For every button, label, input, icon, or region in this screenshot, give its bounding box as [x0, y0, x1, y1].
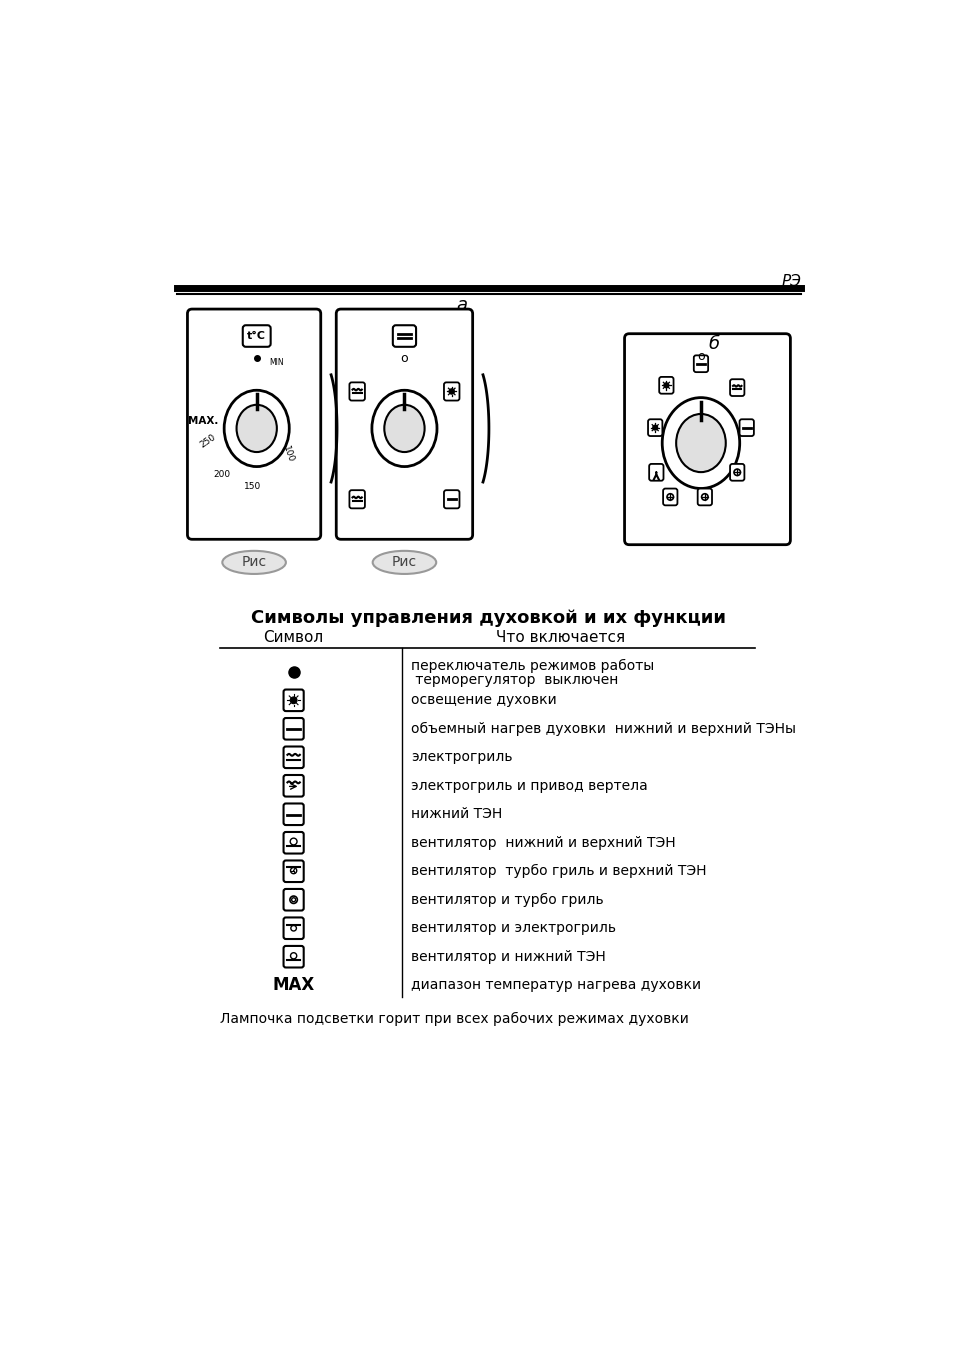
Text: вентилятор и нижний ТЭН: вентилятор и нижний ТЭН — [411, 949, 605, 964]
FancyBboxPatch shape — [693, 355, 707, 373]
FancyBboxPatch shape — [729, 379, 743, 396]
Text: освещение духовки: освещение духовки — [411, 694, 557, 707]
Circle shape — [449, 389, 454, 394]
FancyBboxPatch shape — [283, 918, 303, 940]
Text: переключатель режимов работы: переключатель режимов работы — [411, 659, 654, 674]
Text: вентилятор  турбо гриль и верхний ТЭН: вентилятор турбо гриль и верхний ТЭН — [411, 864, 706, 879]
Text: вентилятор и турбо гриль: вентилятор и турбо гриль — [411, 892, 603, 907]
Text: электрогриль: электрогриль — [411, 751, 513, 764]
Text: 100: 100 — [281, 446, 295, 464]
Ellipse shape — [372, 390, 436, 467]
Text: MAX.: MAX. — [188, 416, 218, 425]
Text: объемный нагрев духовки  нижний и верхний ТЭНы: объемный нагрев духовки нижний и верхний… — [411, 722, 796, 736]
Text: электрогриль и привод вертела: электрогриль и привод вертела — [411, 779, 647, 792]
Ellipse shape — [222, 551, 286, 574]
FancyBboxPatch shape — [283, 803, 303, 825]
Circle shape — [652, 425, 657, 431]
FancyBboxPatch shape — [349, 382, 365, 401]
FancyBboxPatch shape — [187, 309, 320, 539]
FancyBboxPatch shape — [648, 464, 662, 481]
FancyBboxPatch shape — [443, 490, 459, 509]
FancyBboxPatch shape — [283, 747, 303, 768]
Text: нижний ТЭН: нижний ТЭН — [411, 807, 502, 821]
FancyBboxPatch shape — [283, 690, 303, 711]
FancyBboxPatch shape — [393, 325, 416, 347]
Text: Лампочка подсветки горит при всех рабочих режимах духовки: Лампочка подсветки горит при всех рабочи… — [220, 1012, 688, 1026]
FancyBboxPatch shape — [697, 489, 711, 505]
Text: o: o — [697, 350, 704, 363]
FancyBboxPatch shape — [729, 464, 743, 481]
FancyBboxPatch shape — [283, 888, 303, 910]
Text: Символ: Символ — [263, 630, 323, 645]
Text: 250: 250 — [198, 433, 217, 450]
FancyBboxPatch shape — [662, 489, 677, 505]
Text: t°C: t°C — [247, 331, 266, 342]
Text: а: а — [456, 296, 467, 315]
Text: 200: 200 — [213, 470, 230, 479]
Circle shape — [290, 697, 296, 703]
Ellipse shape — [373, 551, 436, 574]
FancyBboxPatch shape — [349, 490, 365, 509]
Text: Рис: Рис — [392, 555, 416, 570]
FancyBboxPatch shape — [283, 718, 303, 740]
Text: Символы управления духовкой и их функции: Символы управления духовкой и их функции — [252, 609, 725, 626]
Ellipse shape — [384, 405, 424, 452]
Text: вентилятор  нижний и верхний ТЭН: вентилятор нижний и верхний ТЭН — [411, 836, 676, 849]
FancyBboxPatch shape — [283, 832, 303, 853]
Text: б: б — [708, 335, 720, 352]
Ellipse shape — [661, 398, 739, 489]
Text: MAX: MAX — [273, 976, 314, 994]
FancyBboxPatch shape — [283, 775, 303, 796]
Ellipse shape — [224, 390, 289, 467]
Text: 150: 150 — [244, 482, 261, 490]
FancyBboxPatch shape — [739, 420, 753, 436]
Text: o: o — [400, 352, 408, 365]
FancyBboxPatch shape — [242, 325, 271, 347]
FancyBboxPatch shape — [659, 377, 673, 394]
Text: Что включается: Что включается — [496, 630, 625, 645]
Text: диапазон температур нагрева духовки: диапазон температур нагрева духовки — [411, 979, 700, 992]
Text: РЭ: РЭ — [781, 274, 801, 289]
Ellipse shape — [676, 414, 725, 472]
Text: Рис: Рис — [241, 555, 267, 570]
Text: MIN: MIN — [270, 359, 284, 367]
Circle shape — [663, 383, 668, 387]
FancyBboxPatch shape — [335, 309, 472, 539]
FancyBboxPatch shape — [647, 420, 661, 436]
Text: терморегулятор  выключен: терморегулятор выключен — [411, 672, 618, 687]
Ellipse shape — [236, 405, 276, 452]
Text: вентилятор и электрогриль: вентилятор и электрогриль — [411, 921, 616, 936]
FancyBboxPatch shape — [283, 860, 303, 882]
FancyBboxPatch shape — [443, 382, 459, 401]
FancyBboxPatch shape — [283, 946, 303, 968]
FancyBboxPatch shape — [624, 333, 790, 544]
